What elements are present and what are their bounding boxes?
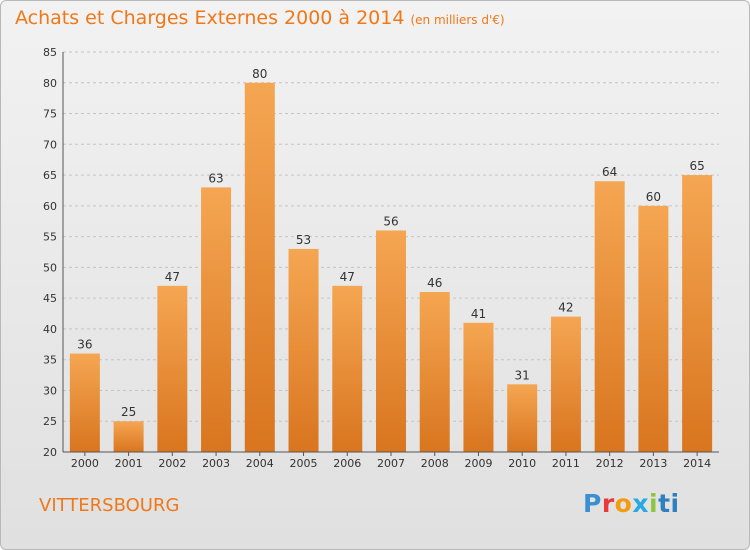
bars (69, 82, 713, 453)
bar-value-label: 65 (689, 159, 704, 173)
bar-value-label: 47 (165, 270, 180, 284)
bar-2005 (288, 248, 319, 452)
x-tick-label: 2006 (333, 457, 361, 470)
bar-2006 (332, 285, 363, 452)
bar-value-label: 80 (252, 67, 267, 81)
axes: 20 25 30 35 40 45 50 55 60 65 70 75 80 85 2000 2001 2002… (43, 46, 719, 470)
x-tick-label: 2011 (552, 457, 580, 470)
bar-2011 (550, 316, 581, 452)
x-tick-label: 2009 (464, 457, 492, 470)
bar-value-label: 36 (77, 338, 92, 352)
bar-2009 (463, 322, 494, 452)
y-tick-label: 40 (43, 323, 57, 336)
commune-name: VITTERSBOURG (39, 495, 180, 516)
y-tick-label: 35 (43, 354, 57, 367)
x-tick-label: 2014 (683, 457, 711, 470)
bar-value-label: 47 (340, 270, 355, 284)
bar-2000 (69, 353, 100, 452)
logo-letter: i (649, 489, 659, 518)
bar-2001 (113, 421, 144, 452)
proxiti-logo: Proxiti (583, 489, 680, 518)
bar-2004 (244, 82, 275, 453)
y-tick-label: 85 (43, 46, 57, 59)
bar-value-label: 63 (208, 171, 223, 185)
x-tick-label: 2001 (115, 457, 143, 470)
bar-2014 (682, 175, 713, 453)
bar-2002 (157, 285, 188, 452)
bar-value-label: 42 (558, 301, 573, 315)
y-tick-label: 75 (43, 108, 57, 121)
bar-value-label: 31 (515, 368, 530, 382)
chart-title-text: Achats et Charges Externes 2000 à 2014 (15, 7, 405, 29)
x-tick-label: 2013 (639, 457, 667, 470)
logo-letter: o (614, 489, 633, 518)
logo-letter: x (632, 489, 649, 518)
bar-2008 (419, 292, 450, 452)
x-tick-label: 2005 (290, 457, 318, 470)
bar-2010 (507, 384, 538, 452)
y-tick-label: 50 (43, 261, 57, 274)
x-tick-label: 2000 (71, 457, 99, 470)
bar-2003 (201, 187, 232, 452)
y-tick-label: 55 (43, 231, 57, 244)
y-tick-label: 60 (43, 200, 57, 213)
x-tick-label: 2007 (377, 457, 405, 470)
y-tick-label: 65 (43, 169, 57, 182)
x-tick-label: 2004 (246, 457, 274, 470)
bar-2013 (638, 205, 669, 452)
bar-value-label: 56 (383, 214, 398, 228)
x-tick-label: 2008 (421, 457, 449, 470)
y-tick-label: 20 (43, 446, 57, 459)
chart-title: Achats et Charges Externes 2000 à 2014 (e… (15, 7, 505, 29)
logo-letter: P (583, 489, 602, 518)
x-tick-label: 2010 (508, 457, 536, 470)
y-tick-label: 80 (43, 77, 57, 90)
bar-value-label: 60 (646, 190, 661, 204)
y-tick-label: 25 (43, 415, 57, 428)
x-tick-label: 2003 (202, 457, 230, 470)
bar-value-label: 41 (471, 307, 486, 321)
chart-subtitle: (en milliers d'€) (410, 13, 505, 27)
bar-value-label: 46 (427, 276, 442, 290)
bar-value-label: 53 (296, 233, 311, 247)
logo-letter: r (601, 489, 615, 518)
logo-letter: t (658, 489, 671, 518)
bar-value-labels: 36 25 47 63 80 53 47 56 46 41 31 42 64 60 65 (77, 67, 705, 419)
bar-value-label: 64 (602, 165, 617, 179)
y-tick-label: 70 (43, 138, 57, 151)
y-tick-label: 45 (43, 292, 57, 305)
y-tick-label: 30 (43, 384, 57, 397)
logo-letter: i (670, 489, 680, 518)
x-tick-label: 2002 (158, 457, 186, 470)
bar-2012 (594, 181, 625, 452)
x-tick-label: 2012 (596, 457, 624, 470)
bar-2007 (376, 230, 406, 452)
bar-value-label: 25 (121, 405, 136, 419)
